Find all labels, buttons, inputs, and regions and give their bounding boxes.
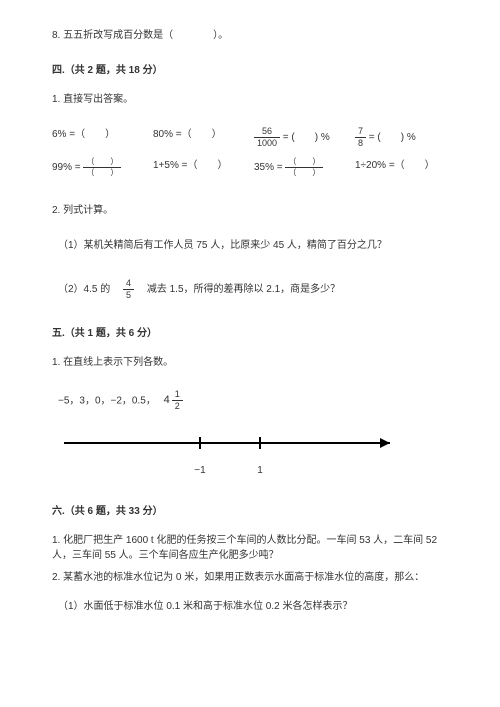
nums-a: −5，3，0，−2，0.5， [58,395,161,406]
sec4-q2b: （2）4.5 的 4 5 减去 1.5，所得的差再除以 2.1，商是多少？ [52,279,452,300]
sec6-q2: 2. 某蓄水池的标准水位记为 0 米，如果用正数表示水面高于标准水位的高度，那么… [52,570,452,585]
sec6-q1: 1. 化肥厂把生产 1600 t 化肥的任务按三个车间的人数比分配。一车间 53… [52,533,452,563]
frac-7-8: 7 8 [355,127,366,148]
sec5-nums: −5，3，0，−2，0.5， 4 1 2 [52,390,452,411]
frac-4-5: 4 5 [123,279,134,300]
bracket-blank: （ ） （ ） [285,158,323,177]
cell-r2c3: 35% = （ ） （ ） [254,158,351,177]
cell-r1c4: 7 8 = ( ) % [355,127,452,148]
tick-labels: −1 1 [60,463,400,478]
sec4-heading: 四.（共 2 题，共 18 分） [52,63,452,78]
top: （ ） [83,158,121,168]
top: （ ） [285,158,323,168]
den: 1000 [254,138,280,148]
num: 1 [172,390,183,401]
tick-r: 1 [242,463,278,478]
cell-r2c2: 1+5% =（ ） [153,158,250,177]
lead: 99% = [52,162,83,173]
num: 56 [254,127,280,138]
tick-l: −1 [182,463,218,478]
cell-r2c4: 1÷20% =（ ） [355,158,452,177]
sec6-q2a: （1）水面低于标准水位 0.1 米和高于标准水位 0.2 米各怎样表示？ [52,599,452,614]
mixed-4-1-2: 4 1 2 [164,390,183,411]
cell-r1c1: 6% =（ ） [52,127,149,148]
num: 7 [355,127,366,138]
txt: = ( ) % [366,132,416,143]
lead: 35% = [254,162,285,173]
part-a: （2）4.5 的 [58,284,120,295]
whole: 4 [164,392,170,409]
txt: = ( ) % [280,132,330,143]
cell-r1c3: 56 1000 = ( ) % [254,127,351,148]
bot: （ ） [285,168,323,177]
cell-r2c1: 99% = （ ） （ ） [52,158,149,177]
sec4-q2a: （1）某机关精简后有工作人员 75 人，比原来少 45 人，精简了百分之几？ [52,238,452,253]
calc-grid: 6% =（ ） 80% =（ ） 56 1000 = ( ) % 7 8 = (… [52,127,452,177]
part-b: 减去 1.5，所得的差再除以 2.1，商是多少？ [137,284,340,295]
den: 5 [123,290,134,300]
sec6-heading: 六.（共 6 题，共 33 分） [52,504,452,519]
frac-56-1000: 56 1000 [254,127,280,148]
sec4-q2: 2. 列式计算。 [52,203,452,218]
sec4-q1: 1. 直接写出答案。 [52,92,452,107]
q8-text: 8. 五五折改写成百分数是（ ）。 [52,28,452,43]
den: 8 [355,138,366,148]
bot: （ ） [83,168,121,177]
num: 4 [123,279,134,290]
bracket-blank: （ ） （ ） [83,158,121,177]
cell-r1c2: 80% =（ ） [153,127,250,148]
number-line [60,431,400,457]
sec5-q1: 1. 在直线上表示下列各数。 [52,355,452,370]
sec5-heading: 五.（共 1 题，共 6 分） [52,326,452,341]
den: 2 [172,401,183,411]
